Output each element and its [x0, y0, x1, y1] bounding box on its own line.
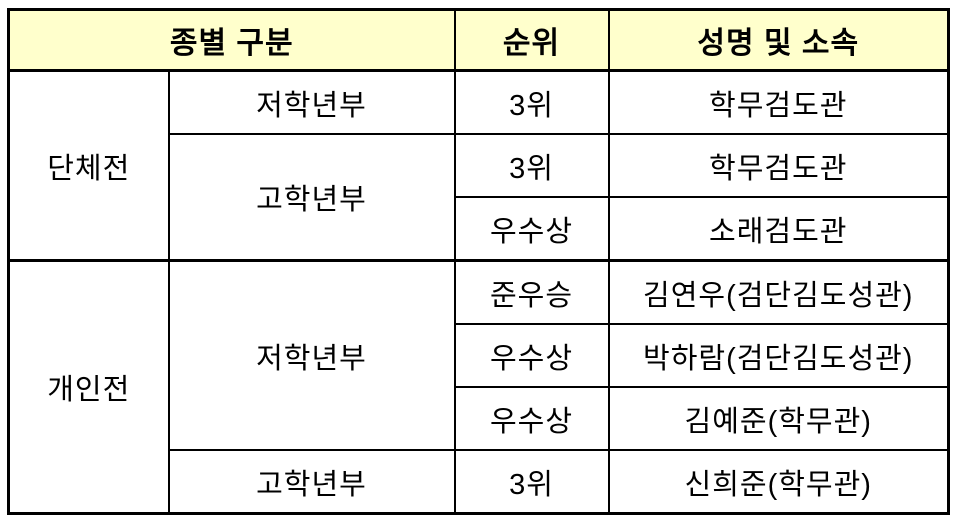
name-cell: 박하람(검단김도성관)	[607, 323, 950, 388]
table-row: 개인전 저학년부 준우승 김연우(검단김도성관)	[7, 259, 950, 515]
header-name-affiliation: 성명 및 소속	[607, 8, 950, 72]
rank-cell: 3위	[453, 449, 610, 515]
division-cell: 고학년부	[167, 449, 456, 515]
group-cell-team: 단체전	[7, 69, 170, 262]
award-results-table: 종별 구분 순위 성명 및 소속 단체전 저학년부 3위 학무검도관 고학년부 …	[7, 8, 950, 515]
table-row: 고학년부 3위 학무검도관	[9, 133, 950, 262]
rank-cell: 우수상	[453, 323, 610, 388]
rank-cell: 우수상	[453, 386, 610, 451]
table-row: 우수상 김예준(학무관)	[9, 386, 950, 451]
rank-cell: 준우승	[453, 259, 610, 325]
division-cell: 저학년부	[167, 69, 456, 135]
division-cell: 저학년부	[167, 259, 456, 451]
rank-cell: 3위	[453, 69, 610, 135]
header-rank: 순위	[453, 8, 610, 72]
table-row: 고학년부 3위 신희준(학무관)	[9, 449, 950, 515]
name-cell: 신희준(학무관)	[607, 449, 950, 515]
name-cell: 소래검도관	[607, 196, 950, 262]
table-row: 우수상 박하람(검단김도성관)	[9, 323, 950, 388]
table-row: 우수상 소래검도관	[9, 196, 950, 262]
name-cell: 김예준(학무관)	[607, 386, 950, 451]
header-category: 종별 구분	[7, 8, 456, 72]
rank-cell: 3위	[453, 133, 610, 198]
header-row: 종별 구분 순위 성명 및 소속	[7, 8, 950, 72]
name-cell: 학무검도관	[607, 69, 950, 135]
division-cell: 고학년부	[167, 133, 456, 262]
name-cell: 학무검도관	[607, 133, 950, 198]
table-row: 단체전 저학년부 3위 학무검도관	[7, 69, 950, 262]
name-cell: 김연우(검단김도성관)	[607, 259, 950, 325]
group-cell-individual: 개인전	[7, 259, 170, 515]
rank-cell: 우수상	[453, 196, 610, 262]
